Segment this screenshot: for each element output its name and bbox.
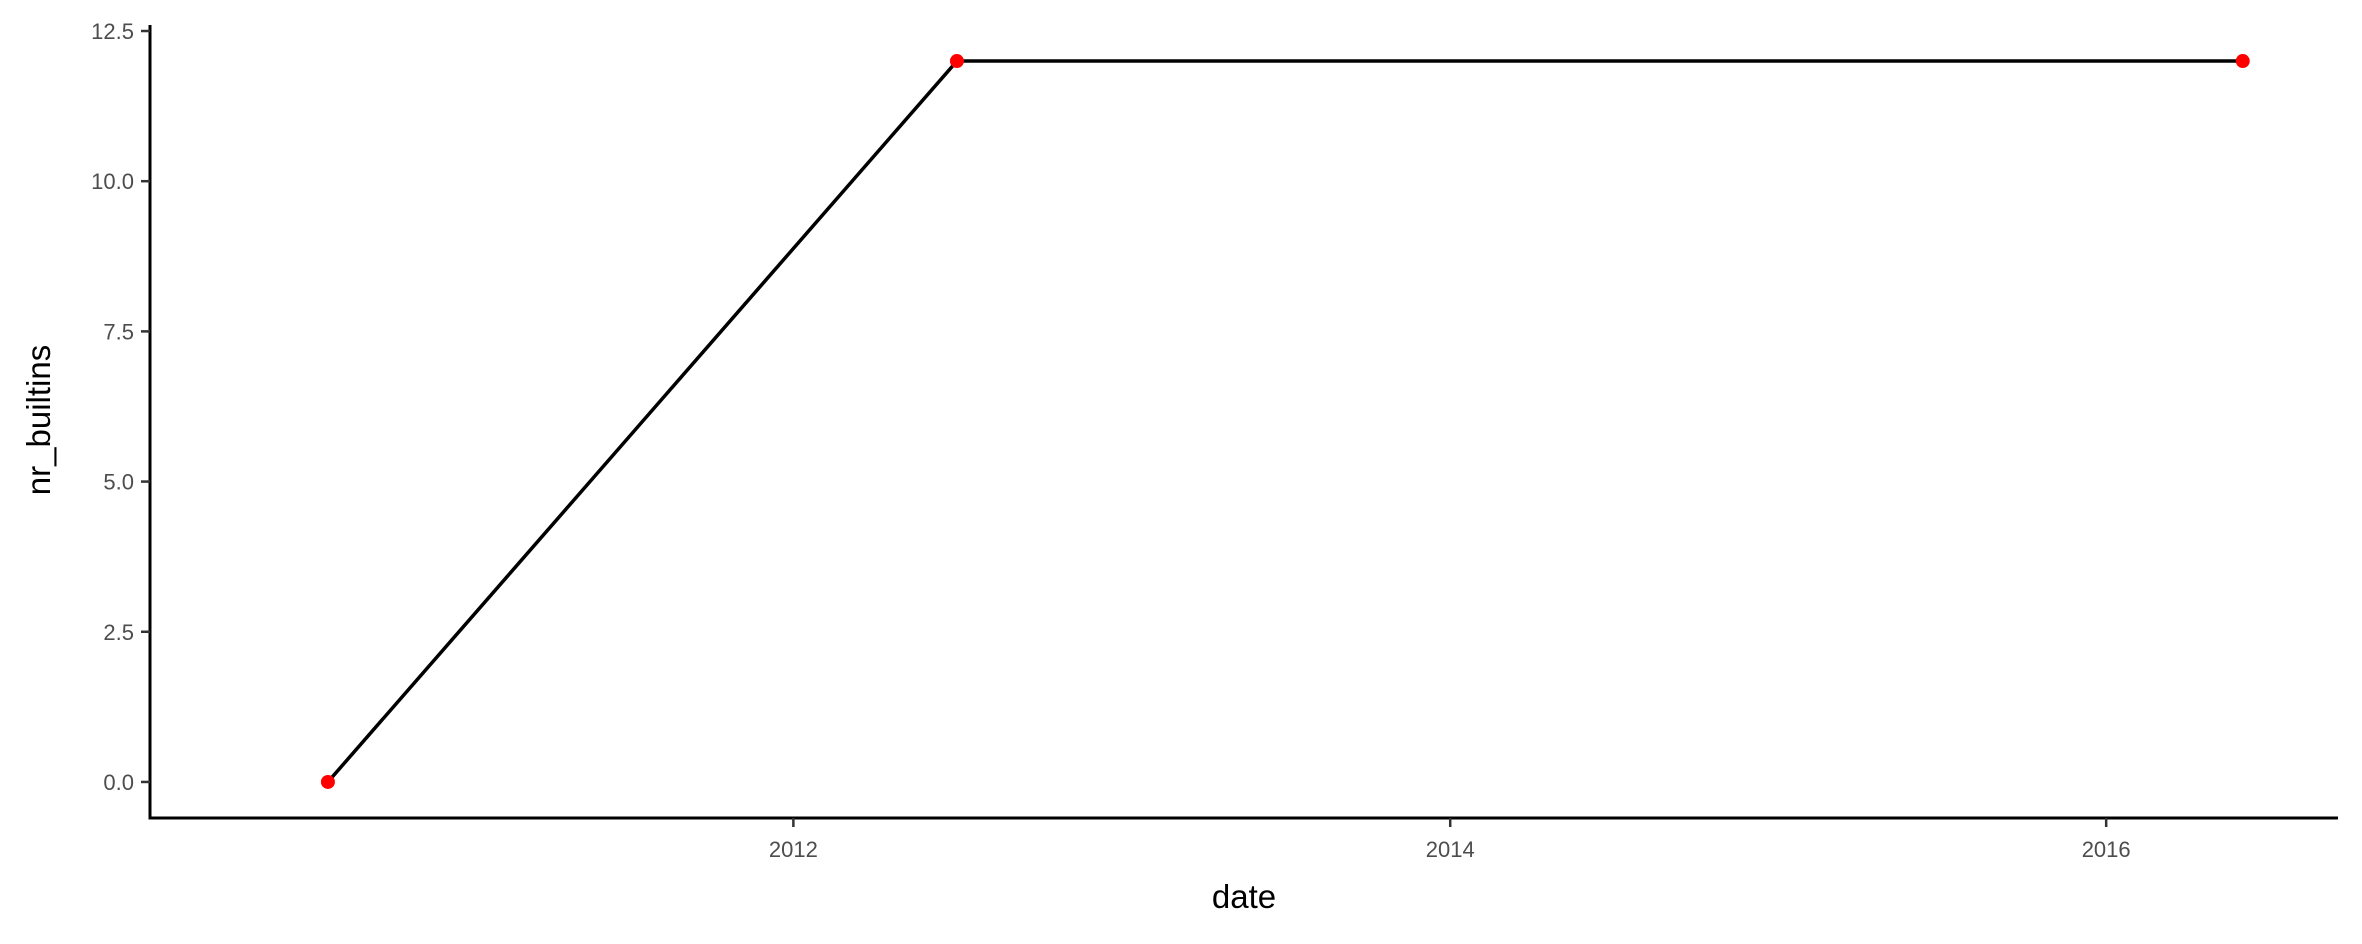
data-point [2235, 54, 2250, 69]
data-point [320, 774, 335, 789]
y-tick-label: 10.0 [91, 169, 134, 194]
x-tick-label: 2014 [1426, 837, 1475, 862]
x-tick-label: 2016 [2082, 837, 2131, 862]
y-tick-label: 7.5 [103, 319, 134, 344]
y-tick-label: 12.5 [91, 19, 134, 44]
data-point [949, 54, 964, 69]
x-ticks: 2012 2014 2016 [769, 818, 2131, 862]
y-tick-label: 5.0 [103, 470, 134, 495]
x-axis-title: date [1212, 878, 1276, 915]
axes [148, 25, 2338, 820]
y-tick-label: 2.5 [103, 620, 134, 645]
y-tick-label: 0.0 [103, 770, 134, 795]
x-tick-label: 2012 [769, 837, 818, 862]
series-line [326, 59, 2243, 784]
y-ticks: 0.0 2.5 5.0 7.5 10.0 12.5 [91, 19, 150, 795]
plot-lines [326, 59, 2243, 784]
plot-points [320, 54, 2250, 789]
y-axis-title: nr_builtins [20, 345, 57, 495]
